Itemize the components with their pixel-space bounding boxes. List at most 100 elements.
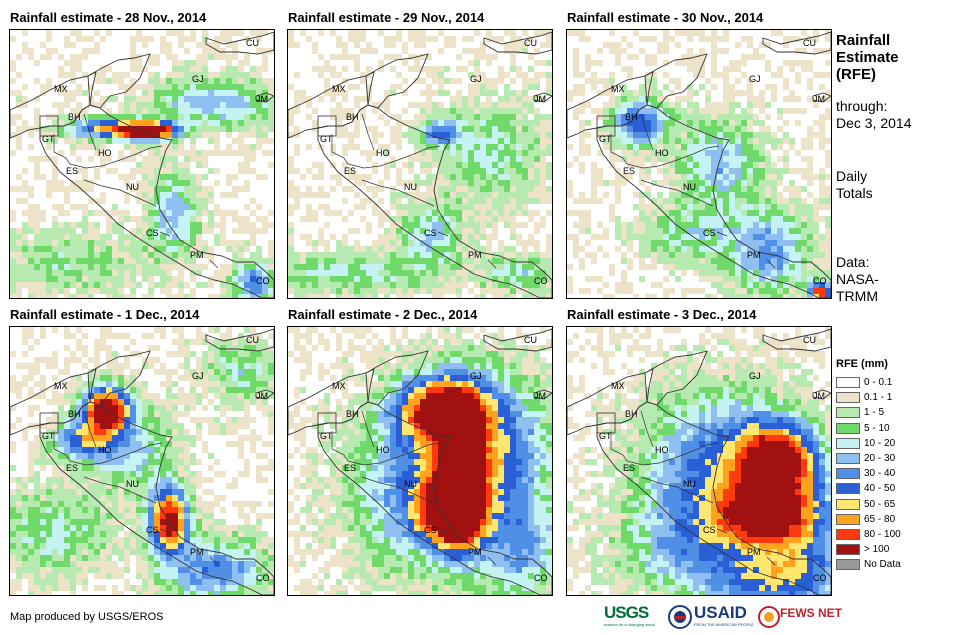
rainfall-cell bbox=[118, 411, 124, 417]
rainfall-cell bbox=[190, 30, 196, 36]
rainfall-cell bbox=[783, 246, 789, 252]
rainfall-cell bbox=[208, 228, 214, 234]
rainfall-cell bbox=[807, 84, 813, 90]
rainfall-cell bbox=[414, 114, 420, 120]
rainfall-cell bbox=[621, 150, 627, 156]
rainfall-cell bbox=[390, 198, 396, 204]
rainfall-cell bbox=[166, 465, 172, 471]
rainfall-cell bbox=[172, 240, 178, 246]
rainfall-cell bbox=[70, 489, 76, 495]
rainfall-cell bbox=[166, 375, 172, 381]
rainfall-cell bbox=[196, 357, 202, 363]
rainfall-cell bbox=[190, 453, 196, 459]
rainfall-cell bbox=[573, 48, 579, 54]
rainfall-cell bbox=[474, 192, 480, 198]
rainfall-cell bbox=[294, 204, 300, 210]
rainfall-cell bbox=[354, 180, 360, 186]
rainfall-cell bbox=[639, 204, 645, 210]
rainfall-cell bbox=[486, 120, 492, 126]
rainfall-cell bbox=[807, 66, 813, 72]
rainfall-cell bbox=[486, 210, 492, 216]
rainfall-cell bbox=[444, 120, 450, 126]
rainfall-cell bbox=[52, 228, 58, 234]
rainfall-cell bbox=[238, 228, 244, 234]
rainfall-cell bbox=[645, 114, 651, 120]
rainfall-cell bbox=[76, 234, 82, 240]
rainfall-cell bbox=[747, 36, 753, 42]
rainfall-cell bbox=[294, 198, 300, 204]
rainfall-cell bbox=[795, 288, 801, 294]
rainfall-cell bbox=[432, 186, 438, 192]
rainfall-cell bbox=[220, 96, 226, 102]
rainfall-cell bbox=[166, 42, 172, 48]
rainfall-cell bbox=[801, 198, 807, 204]
rainfall-cell bbox=[384, 270, 390, 276]
rainfall-cell bbox=[384, 240, 390, 246]
rainfall-cell bbox=[741, 276, 747, 282]
country-label-gj: GJ bbox=[749, 74, 761, 84]
rainfall-cell bbox=[118, 459, 124, 465]
rainfall-cell bbox=[106, 288, 112, 294]
rainfall-cell bbox=[58, 246, 64, 252]
rainfall-cell bbox=[172, 126, 178, 132]
rainfall-cell bbox=[288, 156, 294, 162]
rainfall-cell bbox=[288, 132, 294, 138]
rainfall-cell bbox=[64, 435, 70, 441]
rainfall-cell bbox=[378, 66, 384, 72]
rainfall-cell bbox=[450, 162, 456, 168]
rainfall-cell bbox=[148, 240, 154, 246]
rainfall-cell bbox=[130, 375, 136, 381]
rainfall-cell bbox=[528, 270, 534, 276]
rainfall-cell bbox=[288, 264, 294, 270]
rainfall-cell bbox=[681, 180, 687, 186]
rainfall-cell bbox=[663, 264, 669, 270]
rainfall-cell bbox=[348, 30, 354, 36]
rainfall-cell bbox=[184, 72, 190, 78]
rainfall-cell bbox=[238, 405, 244, 411]
rainfall-cell bbox=[444, 192, 450, 198]
rainfall-cell bbox=[765, 282, 771, 288]
rainfall-cell bbox=[172, 465, 178, 471]
rainfall-cell bbox=[705, 204, 711, 210]
rainfall-cell bbox=[178, 204, 184, 210]
rainfall-cell bbox=[244, 465, 250, 471]
rainfall-cell bbox=[220, 471, 226, 477]
rainfall-cell bbox=[40, 216, 46, 222]
rainfall-cell bbox=[238, 96, 244, 102]
rainfall-cell bbox=[528, 36, 534, 42]
rainfall-cell bbox=[663, 120, 669, 126]
rainfall-cell bbox=[202, 363, 208, 369]
rainfall-cell bbox=[789, 294, 795, 298]
rainfall-cell bbox=[681, 132, 687, 138]
rainfall-cell bbox=[573, 240, 579, 246]
rainfall-cell bbox=[759, 168, 765, 174]
rainfall-cell bbox=[747, 270, 753, 276]
rainfall-cell bbox=[154, 156, 160, 162]
rainfall-cell bbox=[178, 471, 184, 477]
rainfall-cell bbox=[40, 132, 46, 138]
rainfall-cell bbox=[190, 192, 196, 198]
rainfall-cell bbox=[130, 477, 136, 483]
rainfall-cell bbox=[807, 126, 813, 132]
rainfall-cell bbox=[88, 483, 94, 489]
rainfall-cell bbox=[190, 375, 196, 381]
rainfall-cell bbox=[34, 339, 40, 345]
rainfall-cell bbox=[522, 282, 528, 288]
rainfall-cell bbox=[178, 477, 184, 483]
rainfall-cell bbox=[687, 240, 693, 246]
rainfall-cell bbox=[196, 234, 202, 240]
rainfall-cell bbox=[480, 186, 486, 192]
rainfall-cell bbox=[486, 162, 492, 168]
rainfall-cell bbox=[759, 180, 765, 186]
rainfall-cell bbox=[250, 168, 256, 174]
rainfall-cell bbox=[88, 453, 94, 459]
rainfall-cell bbox=[268, 333, 274, 339]
rainfall-cell bbox=[232, 138, 238, 144]
rainfall-cell bbox=[585, 222, 591, 228]
rainfall-cell bbox=[450, 228, 456, 234]
rainfall-cell bbox=[498, 102, 504, 108]
rainfall-cell bbox=[372, 282, 378, 288]
rainfall-cell bbox=[262, 282, 268, 288]
rainfall-cell bbox=[390, 282, 396, 288]
rainfall-cell bbox=[238, 447, 244, 453]
